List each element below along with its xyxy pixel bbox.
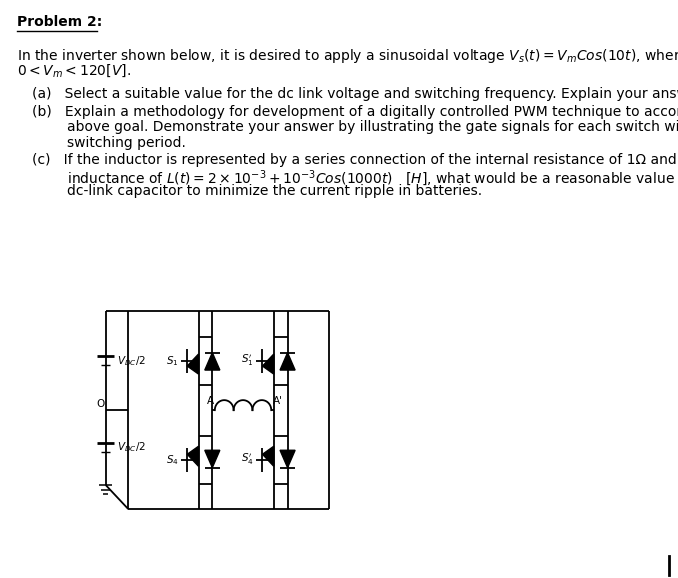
Text: (c)   If the inductor is represented by a series connection of the internal resi: (c) If the inductor is represented by a …	[32, 153, 678, 167]
Polygon shape	[187, 446, 199, 466]
Text: A: A	[206, 396, 214, 406]
Polygon shape	[280, 450, 295, 468]
Text: (a)   Select a suitable value for the dc link voltage and switching frequency. E: (a) Select a suitable value for the dc l…	[32, 87, 678, 101]
Text: (b)   Explain a methodology for development of a digitally controlled PWM techni: (b) Explain a methodology for developmen…	[32, 105, 678, 118]
Text: O: O	[96, 399, 104, 409]
Polygon shape	[280, 353, 295, 370]
Text: A': A'	[273, 396, 283, 406]
Text: $S_1'$: $S_1'$	[241, 353, 254, 368]
Text: $S_4$: $S_4$	[165, 453, 178, 466]
Text: $S_4'$: $S_4'$	[241, 452, 254, 468]
Text: In the inverter shown below, it is desired to apply a sinusoidal voltage $\mathi: In the inverter shown below, it is desir…	[17, 47, 678, 65]
Text: $V_{DC}/2$: $V_{DC}/2$	[117, 354, 146, 368]
Polygon shape	[262, 354, 274, 374]
Text: above goal. Demonstrate your answer by illustrating the gate signals for each sw: above goal. Demonstrate your answer by i…	[32, 120, 678, 134]
Text: $V_{DC}/2$: $V_{DC}/2$	[117, 440, 146, 454]
Polygon shape	[205, 450, 220, 468]
Text: dc-link capacitor to minimize the current ripple in batteries.: dc-link capacitor to minimize the curren…	[32, 184, 482, 198]
Polygon shape	[205, 353, 220, 370]
Text: $0 < \mathit{V}_m < 120[\mathit{V}]$.: $0 < \mathit{V}_m < 120[\mathit{V}]$.	[17, 62, 131, 79]
Text: inductance of $\mathit{L}(t) = 2\times10^{-3} + 10^{-3}\mathit{Cos}(1000t)$   $[: inductance of $\mathit{L}(t) = 2\times10…	[32, 169, 678, 188]
Text: Problem 2:: Problem 2:	[17, 15, 102, 29]
Text: $S_1$: $S_1$	[166, 354, 178, 368]
Polygon shape	[187, 354, 199, 374]
Polygon shape	[262, 446, 274, 466]
Text: switching period.: switching period.	[32, 136, 186, 150]
